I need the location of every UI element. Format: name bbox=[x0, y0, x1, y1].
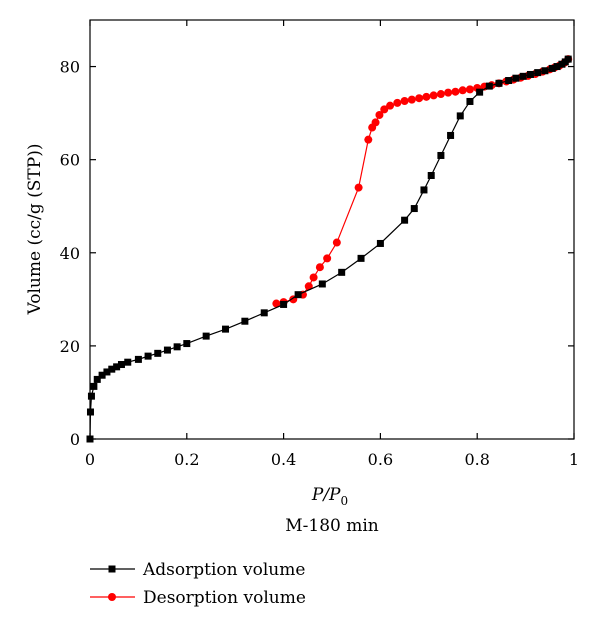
y-tick-label: 60 bbox=[60, 151, 80, 170]
data-point-desorption bbox=[407, 95, 416, 104]
data-point-adsorption bbox=[338, 268, 346, 276]
data-point-adsorption bbox=[456, 112, 464, 120]
data-point-adsorption bbox=[466, 97, 474, 105]
data-point-adsorption bbox=[241, 317, 249, 325]
x-tick-label: 0.6 bbox=[368, 450, 393, 469]
chart-subtitle: M-180 min bbox=[285, 516, 379, 536]
data-point-adsorption bbox=[495, 79, 503, 87]
data-point-desorption bbox=[415, 94, 424, 103]
data-point-desorption bbox=[386, 101, 395, 110]
data-point-desorption bbox=[436, 90, 445, 99]
legend-marker-adsorption bbox=[108, 565, 116, 573]
series-line-adsorption bbox=[89, 58, 569, 440]
x-axis-title-subscript: 0 bbox=[340, 494, 348, 508]
data-point-desorption bbox=[368, 123, 377, 132]
data-point-desorption bbox=[272, 299, 281, 308]
data-point-adsorption bbox=[401, 216, 409, 224]
data-point-adsorption bbox=[505, 77, 513, 85]
data-point-desorption bbox=[380, 105, 389, 114]
data-point-desorption bbox=[400, 97, 409, 106]
data-point-adsorption bbox=[113, 363, 121, 371]
data-point-adsorption bbox=[294, 291, 302, 299]
data-point-adsorption bbox=[564, 55, 572, 63]
data-point-adsorption bbox=[117, 361, 125, 369]
data-point-adsorption bbox=[90, 382, 98, 390]
data-point-adsorption bbox=[108, 365, 116, 373]
data-point-adsorption bbox=[376, 239, 384, 247]
data-point-desorption bbox=[422, 92, 431, 101]
data-point-adsorption bbox=[447, 131, 455, 139]
data-point-adsorption bbox=[103, 368, 111, 376]
data-point-adsorption bbox=[476, 88, 484, 96]
data-point-desorption bbox=[315, 263, 324, 272]
x-axis-title-main: P/P bbox=[311, 485, 341, 505]
legend-marker-desorption bbox=[108, 593, 116, 601]
x-axis-ticks: 0 0.2 0.4 0.6 0.8 1 bbox=[85, 20, 579, 469]
data-point-adsorption bbox=[420, 186, 428, 194]
data-point-adsorption bbox=[410, 205, 418, 213]
data-point-adsorption bbox=[173, 343, 181, 351]
data-point-desorption bbox=[444, 88, 453, 97]
y-tick-label: 80 bbox=[60, 58, 80, 77]
legend: Adsorption volume Desorption volume bbox=[90, 560, 306, 608]
data-point-adsorption bbox=[280, 300, 288, 308]
data-point-desorption bbox=[364, 135, 373, 144]
data-point-adsorption bbox=[86, 408, 94, 416]
data-point-adsorption bbox=[357, 254, 365, 262]
data-point-adsorption bbox=[154, 349, 162, 357]
data-point-adsorption bbox=[124, 358, 132, 366]
x-tick-label: 0 bbox=[85, 450, 95, 469]
series-layer bbox=[86, 55, 573, 443]
data-point-adsorption bbox=[134, 355, 142, 363]
data-point-desorption bbox=[465, 85, 474, 94]
data-point-desorption bbox=[375, 110, 384, 119]
data-point-adsorption bbox=[87, 392, 95, 400]
data-point-adsorption bbox=[222, 325, 230, 333]
data-point-adsorption bbox=[526, 70, 534, 78]
y-tick-label: 0 bbox=[70, 430, 80, 449]
x-tick-label: 1 bbox=[569, 450, 579, 469]
data-point-adsorption bbox=[318, 280, 326, 288]
data-point-adsorption bbox=[427, 171, 435, 179]
data-point-adsorption bbox=[98, 371, 106, 379]
legend-label-adsorption: Adsorption volume bbox=[142, 560, 305, 580]
data-point-adsorption bbox=[260, 309, 268, 317]
y-axis-title: Volume (cc/g (STP)) bbox=[25, 144, 45, 316]
x-axis-title: P/P0 bbox=[311, 485, 348, 508]
data-point-adsorption bbox=[202, 332, 210, 340]
data-point-desorption bbox=[451, 87, 460, 96]
data-point-desorption bbox=[332, 238, 341, 247]
data-point-desorption bbox=[304, 282, 313, 291]
data-point-adsorption bbox=[93, 375, 101, 383]
data-point-desorption bbox=[393, 98, 402, 107]
data-point-desorption bbox=[354, 183, 363, 192]
data-point-adsorption bbox=[541, 67, 549, 75]
data-point-adsorption bbox=[512, 74, 520, 82]
legend-label-desorption: Desorption volume bbox=[143, 588, 306, 608]
y-tick-label: 20 bbox=[60, 337, 80, 356]
y-axis-ticks: 0 20 40 60 80 bbox=[60, 58, 574, 449]
data-point-adsorption bbox=[553, 63, 561, 71]
data-point-desorption bbox=[429, 91, 438, 100]
data-point-desorption bbox=[458, 86, 467, 95]
data-point-desorption bbox=[309, 273, 318, 282]
x-tick-label: 0.2 bbox=[174, 450, 199, 469]
data-point-adsorption bbox=[437, 151, 445, 159]
data-point-adsorption bbox=[163, 346, 171, 354]
data-point-desorption bbox=[323, 254, 332, 263]
data-point-adsorption bbox=[548, 64, 556, 72]
data-point-adsorption bbox=[86, 435, 94, 443]
plot-frame bbox=[89, 19, 575, 440]
data-point-adsorption bbox=[183, 340, 191, 348]
x-tick-label: 0.8 bbox=[464, 450, 489, 469]
y-tick-label: 40 bbox=[60, 244, 80, 263]
data-point-adsorption bbox=[144, 352, 152, 360]
data-point-adsorption bbox=[534, 69, 542, 77]
x-tick-label: 0.4 bbox=[271, 450, 296, 469]
data-point-adsorption bbox=[519, 72, 527, 80]
data-point-adsorption bbox=[485, 82, 493, 90]
